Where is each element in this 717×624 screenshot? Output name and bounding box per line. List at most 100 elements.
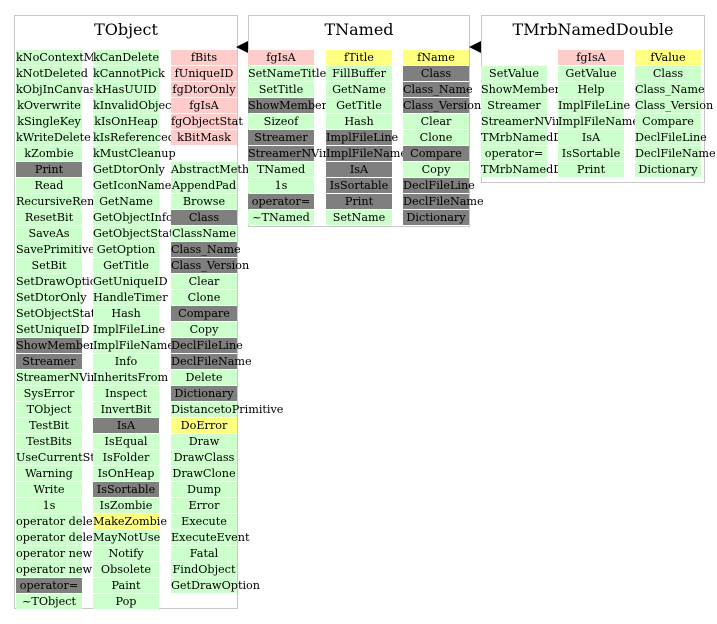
member-cell[interactable]: kZombie xyxy=(16,146,82,161)
member-cell[interactable]: Streamer xyxy=(16,354,82,369)
member-cell[interactable]: Read xyxy=(16,178,82,193)
member-cell[interactable]: StreamerNVirtual xyxy=(481,114,583,129)
member-cell[interactable]: InvertBit xyxy=(93,402,159,417)
member-cell[interactable]: AbstractMethod xyxy=(171,162,263,177)
member-cell[interactable]: SetNameTitle xyxy=(248,66,327,81)
member-cell[interactable]: ImplFileName xyxy=(326,146,407,161)
member-cell[interactable]: fUniqueID xyxy=(171,66,237,81)
member-cell[interactable]: operator= xyxy=(481,146,547,161)
member-cell[interactable]: GetTitle xyxy=(93,258,159,273)
member-cell[interactable]: Clone xyxy=(171,290,237,305)
class-header-tobject[interactable]: TObject xyxy=(14,15,238,44)
member-cell[interactable]: Compare xyxy=(171,306,237,321)
member-cell[interactable]: GetObjectInfo xyxy=(93,210,173,225)
member-cell[interactable]: Print xyxy=(16,162,82,177)
member-cell[interactable]: kBitMask xyxy=(171,130,237,145)
member-cell[interactable]: Clone xyxy=(403,130,469,145)
member-cell[interactable]: SetName xyxy=(326,210,392,225)
member-cell[interactable]: IsA xyxy=(558,130,624,145)
member-cell[interactable]: Delete xyxy=(171,370,237,385)
member-cell[interactable]: Write xyxy=(16,482,82,497)
member-cell[interactable]: SetDtorOnly xyxy=(16,290,87,305)
member-cell[interactable]: ShowMembers xyxy=(248,98,333,113)
member-cell[interactable]: operator= xyxy=(16,578,82,593)
member-cell[interactable]: UseCurrentStyle xyxy=(16,450,112,465)
member-cell[interactable]: IsEqual xyxy=(93,434,159,449)
member-cell[interactable]: DeclFileName xyxy=(403,194,484,209)
member-cell[interactable]: kNoContextMenu xyxy=(16,50,117,65)
member-cell[interactable]: IsA xyxy=(326,162,392,177)
member-cell[interactable]: kSingleKey xyxy=(16,114,82,129)
member-cell[interactable]: ShowMembers xyxy=(16,338,101,353)
member-cell[interactable]: IsSortable xyxy=(326,178,392,193)
member-cell[interactable]: IsA xyxy=(93,418,159,433)
member-cell[interactable]: Copy xyxy=(403,162,469,177)
member-cell[interactable]: Notify xyxy=(93,546,159,561)
member-cell[interactable]: fValue xyxy=(635,50,701,65)
member-cell[interactable]: ImplFileLine xyxy=(326,130,399,145)
member-cell[interactable]: operator new xyxy=(16,546,93,561)
member-cell[interactable]: kIsReferenced xyxy=(93,130,175,145)
member-cell[interactable]: SaveAs xyxy=(16,226,82,241)
member-cell[interactable]: Class xyxy=(635,66,701,81)
member-cell[interactable]: TMrbNamedDouble xyxy=(481,130,594,145)
member-cell[interactable]: Class_Name xyxy=(635,82,705,97)
member-cell[interactable]: ImplFileName xyxy=(93,338,174,353)
member-cell[interactable]: SetUniqueID xyxy=(16,322,90,337)
member-cell[interactable]: Compare xyxy=(635,114,701,129)
member-cell[interactable]: GetObjectStat xyxy=(93,226,174,241)
member-cell[interactable]: FillBuffer xyxy=(326,66,392,81)
member-cell[interactable]: 1s xyxy=(16,498,82,513)
member-cell[interactable]: GetValue xyxy=(558,66,624,81)
member-cell[interactable]: StreamerNVirtual xyxy=(16,370,118,385)
member-cell[interactable]: Paint xyxy=(93,578,159,593)
member-cell[interactable]: kCannotPick xyxy=(93,66,165,81)
member-cell[interactable]: Dictionary xyxy=(635,162,701,177)
member-cell[interactable]: TestBits xyxy=(16,434,82,449)
member-cell[interactable]: DeclFileLine xyxy=(403,178,475,193)
member-cell[interactable]: Print xyxy=(326,194,392,209)
member-cell[interactable]: kInvalidObject xyxy=(93,98,176,113)
member-cell[interactable]: operator= xyxy=(248,194,314,209)
member-cell[interactable]: fgIsA xyxy=(171,98,237,113)
member-cell[interactable]: Streamer xyxy=(481,98,547,113)
member-cell[interactable]: Copy xyxy=(171,322,237,337)
member-cell[interactable]: ImplFileLine xyxy=(93,322,166,337)
member-cell[interactable]: Obsolete xyxy=(93,562,159,577)
member-cell[interactable]: GetUniqueID xyxy=(93,274,168,289)
member-cell[interactable]: GetOption xyxy=(93,242,159,257)
member-cell[interactable]: Sizeof xyxy=(248,114,314,129)
member-cell[interactable]: kWriteDelete xyxy=(16,130,91,145)
member-cell[interactable]: Compare xyxy=(403,146,469,161)
member-cell[interactable]: ImplFileLine xyxy=(558,98,631,113)
member-cell[interactable]: Inspect xyxy=(93,386,159,401)
member-cell[interactable]: fgDtorOnly xyxy=(171,82,237,97)
member-cell[interactable]: fgIsA xyxy=(248,50,314,65)
member-cell[interactable]: MakeZombie xyxy=(93,514,168,529)
member-cell[interactable]: Class xyxy=(171,210,237,225)
member-cell[interactable]: TNamed xyxy=(248,162,314,177)
member-cell[interactable]: DeclFileName xyxy=(171,354,252,369)
member-cell[interactable]: SetObjectStat xyxy=(16,306,96,321)
member-cell[interactable]: kMustCleanup xyxy=(93,146,176,161)
member-cell[interactable]: Dictionary xyxy=(171,386,237,401)
member-cell[interactable]: kHasUUID xyxy=(93,82,159,97)
member-cell[interactable]: DistancetoPrimitive xyxy=(171,402,284,417)
member-cell[interactable]: 1s xyxy=(248,178,314,193)
member-cell[interactable]: GetTitle xyxy=(326,98,392,113)
member-cell[interactable]: IsZombie xyxy=(93,498,159,513)
member-cell[interactable]: RecursiveRemove xyxy=(16,194,118,209)
member-cell[interactable]: AppendPad xyxy=(171,178,237,193)
member-cell[interactable]: GetDtorOnly xyxy=(93,162,165,177)
member-cell[interactable]: fName xyxy=(403,50,469,65)
member-cell[interactable]: Print xyxy=(558,162,624,177)
member-cell[interactable]: operator new[] xyxy=(16,562,101,577)
member-cell[interactable]: StreamerNVirtual xyxy=(248,146,350,161)
member-cell[interactable]: operator delete xyxy=(16,514,104,529)
member-cell[interactable]: Class xyxy=(403,66,469,81)
member-cell[interactable]: Clear xyxy=(403,114,469,129)
member-cell[interactable]: InheritsFrom xyxy=(93,370,169,385)
member-cell[interactable]: kIsOnHeap xyxy=(93,114,159,129)
member-cell[interactable]: Browse xyxy=(171,194,237,209)
member-cell[interactable]: ~TObject xyxy=(16,594,82,609)
